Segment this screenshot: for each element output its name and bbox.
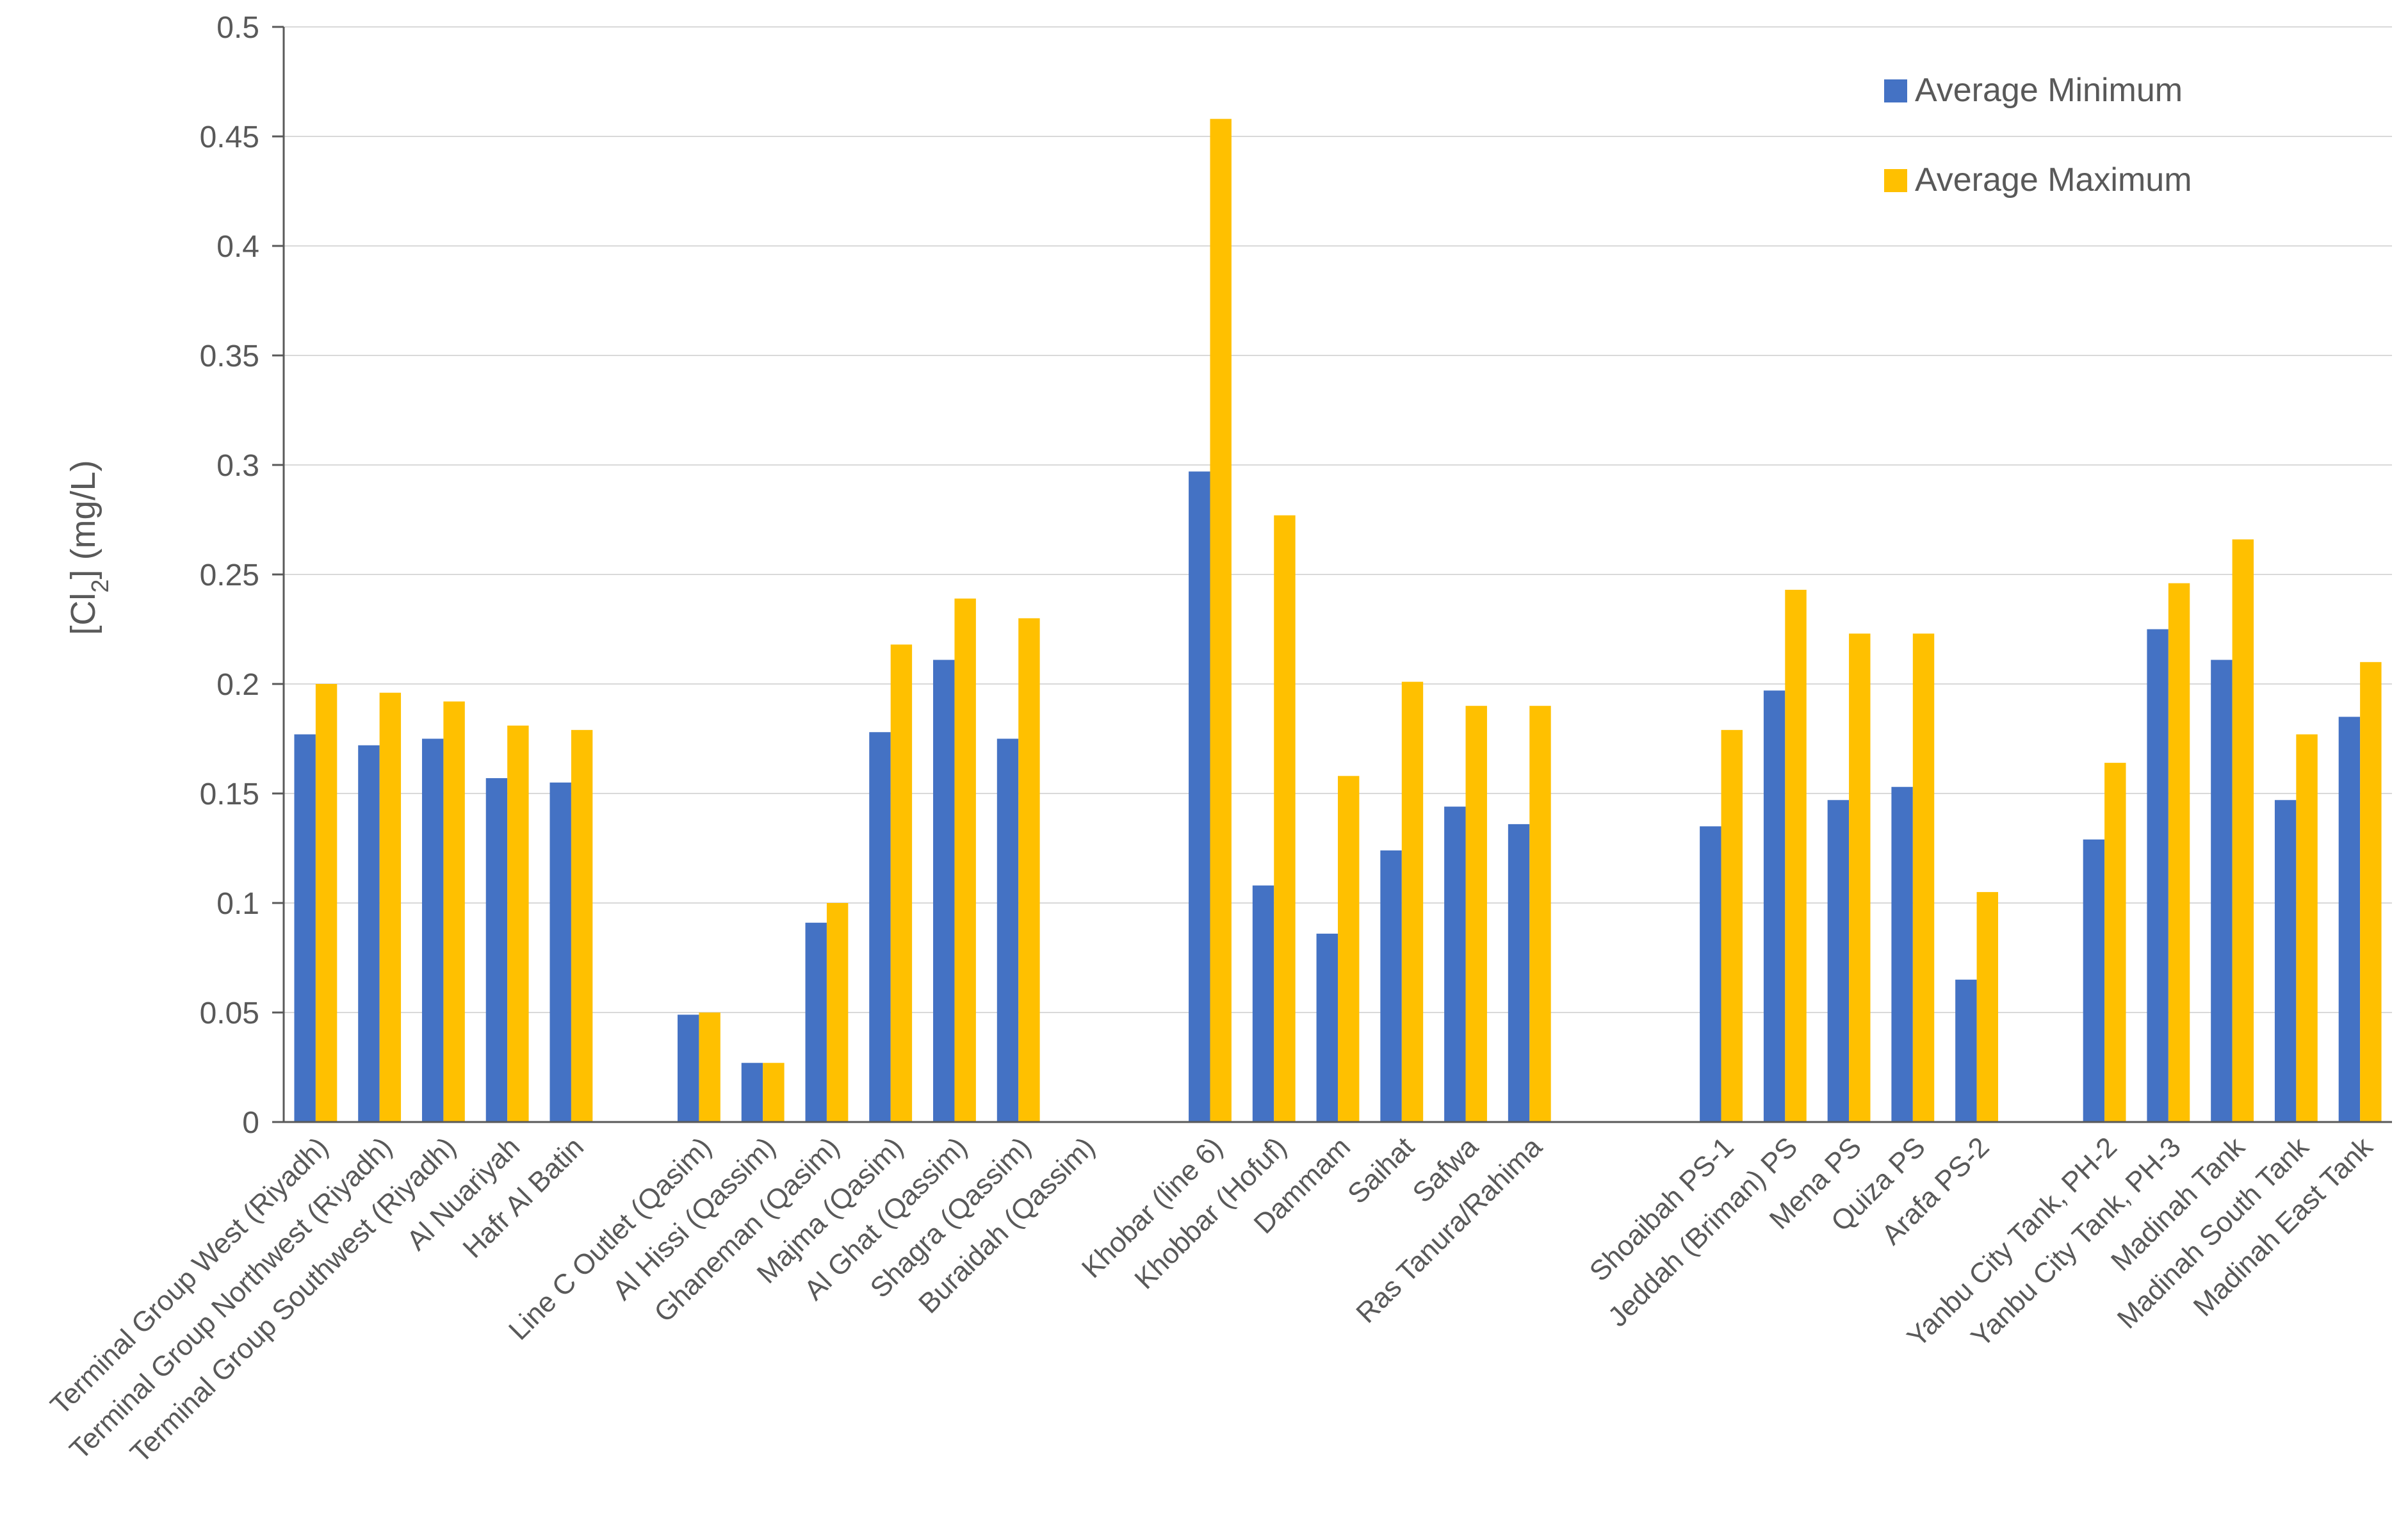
bar-average-minimum-shagra-qassim <box>997 738 1019 1122</box>
bar-average-minimum-madinah-east-tank <box>2338 717 2361 1122</box>
bar-average-minimum-al-ghat-qassim <box>933 660 955 1122</box>
bar-average-maximum-madinah-tank <box>2232 539 2254 1122</box>
bar-average-minimum-khobar-line-6 <box>1189 471 1210 1122</box>
bar-average-maximum-shoaibah-ps-1 <box>1721 729 1743 1122</box>
bar-average-maximum-khobbar-hofuf <box>1274 515 1296 1122</box>
bar-average-minimum-al-nuariyah <box>485 778 508 1122</box>
bar-average-minimum-al-hissi-qassim <box>741 1062 763 1122</box>
bar-average-maximum-madinah-east-tank <box>2360 662 2382 1122</box>
y-tick-label: 0.1 <box>216 887 259 921</box>
bar-average-maximum-khobar-line-6 <box>1210 118 1232 1122</box>
y-axis-label-prefix: [Cl <box>64 593 102 635</box>
bar-average-minimum-dammam <box>1316 933 1338 1122</box>
bar-average-minimum-ras-tanura-rahima <box>1508 824 1530 1122</box>
legend-swatch-average-maximum <box>1884 169 1907 192</box>
bar-average-maximum-line-c-outlet-qasim <box>699 1012 720 1122</box>
bar-average-minimum-jeddah-briman-ps <box>1763 690 1786 1122</box>
y-tick-label: 0.4 <box>216 230 259 264</box>
bar-average-minimum-terminal-group-northwest-riyadh <box>358 745 380 1122</box>
bar-average-minimum-yanbu-city-tank-ph-2 <box>2083 839 2105 1122</box>
bar-average-minimum-arafa-ps-2 <box>1955 979 1977 1122</box>
bar-average-minimum-yanbu-city-tank-ph-3 <box>2147 629 2168 1122</box>
bar-average-maximum-arafa-ps-2 <box>1976 891 1998 1122</box>
bar-average-maximum-quiza-ps <box>1912 633 1935 1122</box>
bar-average-minimum-terminal-group-west-riyadh <box>294 734 316 1122</box>
bar-average-minimum-shoaibah-ps-1 <box>1700 826 1721 1122</box>
bar-average-maximum-safwa <box>1465 706 1487 1122</box>
y-axis-label-subscript: 2 <box>87 579 114 592</box>
legend-label-average-minimum: Average Minimum <box>1915 72 2183 109</box>
y-tick-label: 0.35 <box>200 339 259 373</box>
bar-average-maximum-dammam <box>1338 776 1360 1122</box>
bar-average-minimum-majma-qasim <box>869 732 891 1122</box>
y-tick-label: 0.15 <box>200 777 259 811</box>
y-axis-label-suffix: ] (mg/L) <box>64 460 102 579</box>
bar-average-maximum-ras-tanura-rahima <box>1529 706 1551 1122</box>
bars <box>294 118 2382 1122</box>
bar-average-maximum-yanbu-city-tank-ph-2 <box>2104 763 2126 1122</box>
y-tick-label: 0 <box>242 1106 259 1140</box>
legend: Average Minimum Average Maximum <box>1884 72 2192 199</box>
bar-average-maximum-madinah-south-tank <box>2296 734 2318 1122</box>
bar-average-maximum-shagra-qassim <box>1018 618 1040 1122</box>
legend-label-average-maximum: Average Maximum <box>1915 161 2192 199</box>
bar-average-minimum-terminal-group-southwest-riyadh <box>421 738 444 1122</box>
y-tick-label: 0.2 <box>216 668 259 702</box>
bar-average-minimum-madinah-south-tank <box>2274 800 2297 1122</box>
bar-average-maximum-terminal-group-west-riyadh <box>315 684 338 1122</box>
y-axis-tick-labels: 0 0.05 0.1 0.15 0.2 0.25 0.3 0.35 0.4 0.45 0.5 <box>200 11 284 1140</box>
bar-average-minimum-khobbar-hofuf <box>1252 885 1274 1122</box>
bar-average-maximum-ghaneman-qasim <box>826 903 849 1122</box>
y-tick-label: 0.3 <box>216 449 259 483</box>
y-tick-label: 0.25 <box>200 558 259 592</box>
bar-average-maximum-al-nuariyah <box>507 725 529 1122</box>
bar-average-minimum-quiza-ps <box>1891 786 1913 1122</box>
bar-average-minimum-saihat <box>1380 850 1402 1122</box>
bar-average-maximum-saihat <box>1401 681 1424 1122</box>
bar-average-maximum-mena-ps <box>1849 633 1871 1122</box>
bar-average-maximum-al-ghat-qassim <box>954 598 976 1122</box>
bar-average-maximum-terminal-group-northwest-riyadh <box>379 692 402 1122</box>
bar-average-maximum-yanbu-city-tank-ph-3 <box>2168 583 2190 1122</box>
y-tick-label: 0.5 <box>216 11 259 45</box>
bar-average-minimum-hafr-al-batin <box>549 782 571 1122</box>
y-tick-label: 0.45 <box>200 120 259 154</box>
y-tick-label: 0.05 <box>200 996 259 1030</box>
bar-average-minimum-line-c-outlet-qasim <box>678 1014 699 1122</box>
bar-average-maximum-majma-qasim <box>890 644 913 1122</box>
bar-average-maximum-hafr-al-batin <box>571 729 593 1122</box>
y-axis-label: [Cl2] (mg/L) <box>64 460 114 635</box>
bar-average-minimum-ghaneman-qasim <box>805 922 827 1122</box>
bar-average-minimum-mena-ps <box>1827 800 1850 1122</box>
bar-average-maximum-terminal-group-southwest-riyadh <box>443 701 465 1122</box>
bar-average-maximum-jeddah-briman-ps <box>1785 589 1807 1122</box>
bar-average-maximum-al-hissi-qassim <box>763 1062 785 1122</box>
legend-swatch-average-minimum <box>1884 79 1907 102</box>
bar-average-minimum-safwa <box>1444 806 1466 1122</box>
bar-average-minimum-madinah-tank <box>2211 660 2233 1122</box>
